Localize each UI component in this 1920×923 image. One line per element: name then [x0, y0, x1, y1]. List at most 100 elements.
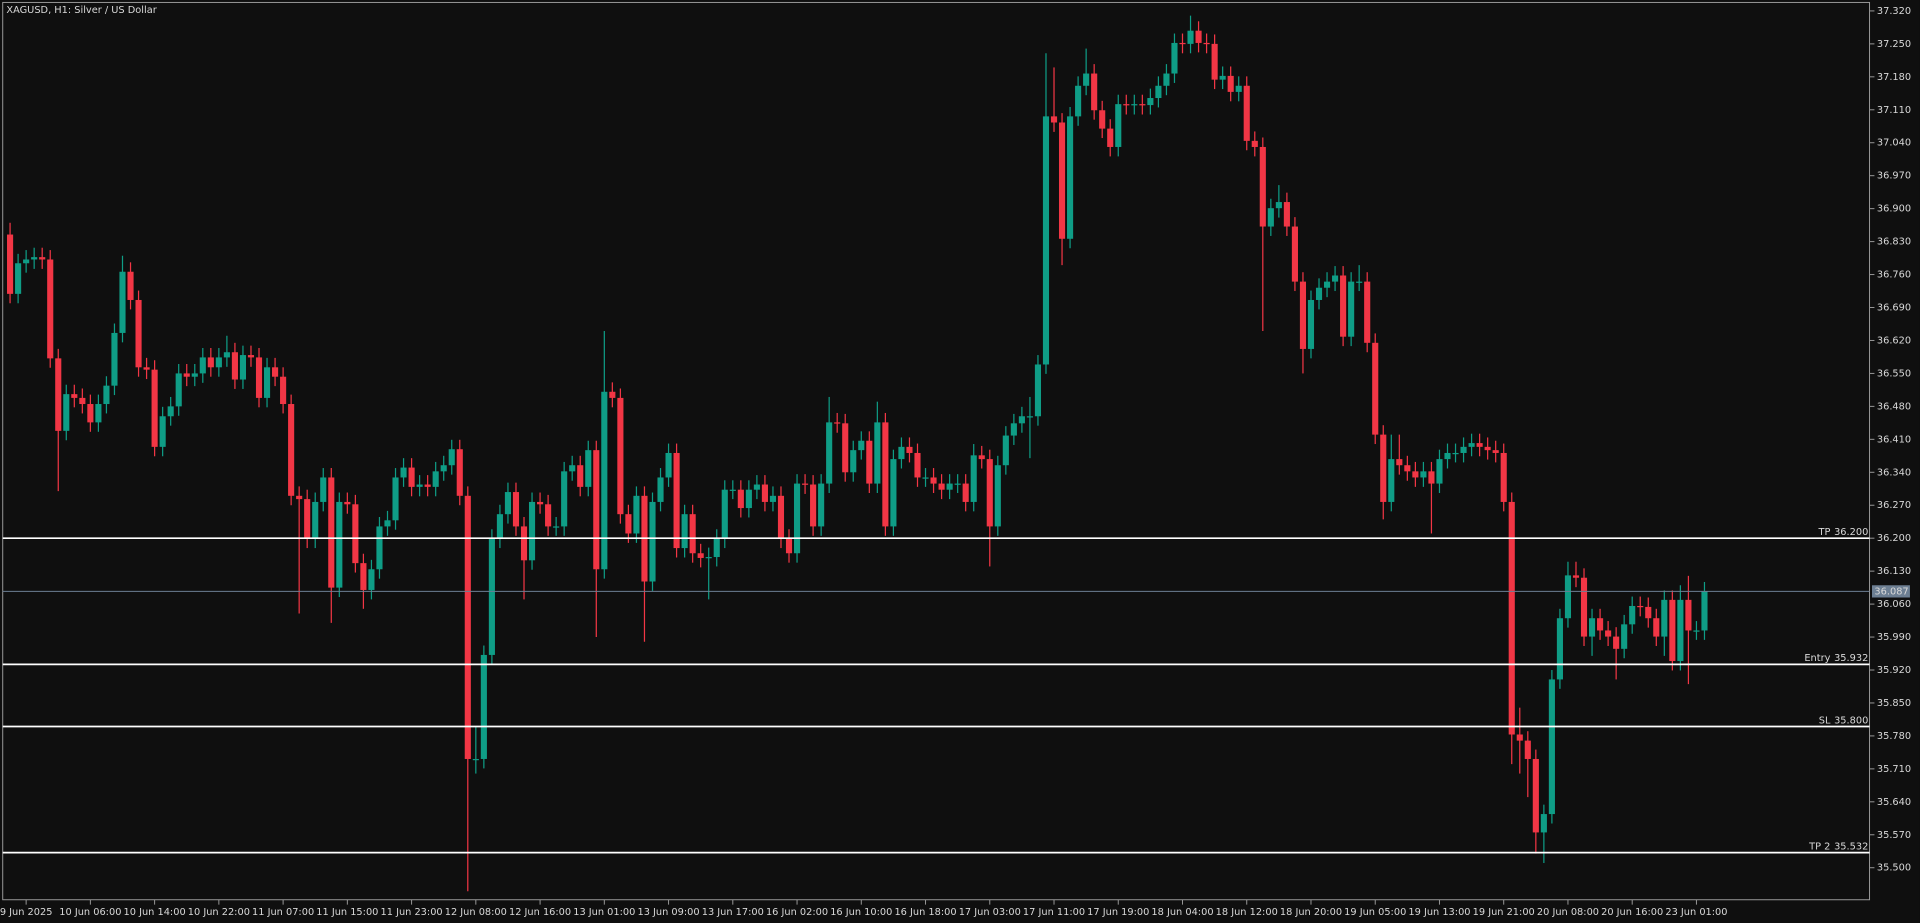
candle-body: [673, 452, 680, 549]
candle-body: [1042, 116, 1050, 365]
candle-body: [850, 450, 857, 473]
candle-body: [689, 514, 696, 554]
candle-body: [1227, 75, 1234, 92]
candle-body: [906, 446, 913, 453]
candle-body: [649, 501, 656, 582]
candle-body: [1291, 226, 1298, 282]
candle-body: [111, 332, 118, 386]
candle-body: [914, 452, 921, 478]
candle-body: [1267, 208, 1274, 227]
candle-body: [737, 489, 744, 509]
candle-body: [1380, 434, 1387, 502]
candle-body: [440, 465, 447, 472]
candle-body: [1356, 281, 1363, 283]
y-tick-label: 35.850: [1877, 698, 1911, 709]
candle-body: [1203, 42, 1210, 45]
x-tick-label: 10 Jun 14:00: [124, 907, 186, 918]
candle-body: [585, 450, 592, 487]
y-tick-label: 37.250: [1877, 39, 1911, 50]
candle-body: [63, 394, 70, 431]
level-name: TP 2: [1808, 842, 1830, 853]
level-label: TP 2 35.532: [1808, 842, 1868, 853]
x-tick-label: 19 Jun 13:00: [1408, 907, 1470, 918]
candle-body: [946, 483, 953, 490]
candle-body: [1428, 471, 1435, 484]
candle-body: [713, 538, 720, 558]
candle-body: [336, 501, 343, 588]
candle-body: [1532, 758, 1539, 833]
candle-body: [368, 569, 375, 590]
candle-body: [39, 257, 46, 260]
candle-body: [1404, 465, 1411, 472]
candle-body: [1605, 630, 1612, 637]
x-tick-label: 18 Jun 04:00: [1151, 907, 1213, 918]
candle-body: [785, 538, 793, 554]
candle-body: [1139, 104, 1146, 106]
candle-body: [1444, 452, 1451, 460]
candle-body: [1340, 275, 1347, 337]
candle-body: [705, 557, 712, 559]
candle-body: [328, 477, 335, 588]
candle-body: [1099, 110, 1106, 129]
candle-body: [239, 355, 247, 380]
candle-body: [986, 459, 993, 527]
x-tick-label: 19 Jun 05:00: [1344, 907, 1406, 918]
candle-body: [978, 455, 985, 460]
candle-body: [1476, 443, 1483, 447]
candle-body: [593, 450, 600, 570]
level-label: TP 36.200: [1818, 527, 1869, 538]
candle-body: [143, 367, 150, 370]
candle-body: [1572, 575, 1580, 578]
candle-body: [761, 484, 768, 502]
candle-body: [1034, 364, 1042, 417]
candle-body: [1163, 73, 1170, 86]
level-value: 35.800: [1834, 715, 1868, 726]
candle-body: [1516, 734, 1523, 741]
candle-body: [151, 369, 158, 447]
candle-body: [1058, 122, 1066, 239]
candle-body: [408, 467, 415, 487]
candle-body: [1701, 591, 1708, 631]
candle-body: [1484, 446, 1491, 451]
candle-body: [344, 501, 351, 505]
x-tick-label: 17 Jun 19:00: [1087, 907, 1149, 918]
candle-body: [1412, 471, 1419, 478]
candle-body: [456, 449, 463, 496]
y-tick-label: 36.410: [1877, 434, 1911, 445]
candle-body: [1283, 202, 1290, 227]
candle-body: [1500, 452, 1507, 502]
candle-body: [280, 376, 287, 405]
candle-body: [167, 406, 174, 417]
y-tick-label: 36.970: [1877, 171, 1911, 182]
y-tick-label: 36.340: [1877, 467, 1911, 478]
candle-body: [1018, 416, 1025, 424]
candle-body: [545, 504, 552, 527]
candle-body: [922, 477, 929, 479]
candle-body: [793, 483, 801, 554]
candle-body: [528, 501, 536, 561]
candle-body: [898, 446, 905, 460]
candle-body: [1275, 202, 1282, 209]
candle-body: [263, 367, 271, 398]
y-tick-label: 36.200: [1877, 533, 1911, 544]
candle-body: [834, 422, 841, 424]
candle-body: [938, 483, 945, 490]
x-tick-label: 17 Jun 11:00: [1023, 907, 1085, 918]
candle-body: [1010, 423, 1017, 436]
candle-body: [1564, 575, 1572, 619]
candle-body: [842, 423, 849, 473]
candle-body: [79, 397, 86, 405]
candle-body: [1597, 618, 1604, 631]
y-tick-label: 35.500: [1877, 863, 1911, 874]
candle-body: [745, 489, 752, 509]
candle-body: [392, 477, 399, 521]
y-tick-label: 36.620: [1877, 335, 1911, 346]
candle-body: [1323, 281, 1331, 288]
candle-body: [103, 385, 110, 405]
candle-body: [1131, 104, 1138, 106]
candle-body: [175, 373, 182, 407]
y-tick-label: 37.110: [1877, 105, 1911, 116]
candle-body: [352, 504, 359, 564]
level-value: 35.932: [1834, 653, 1868, 664]
candle-body: [47, 259, 54, 359]
